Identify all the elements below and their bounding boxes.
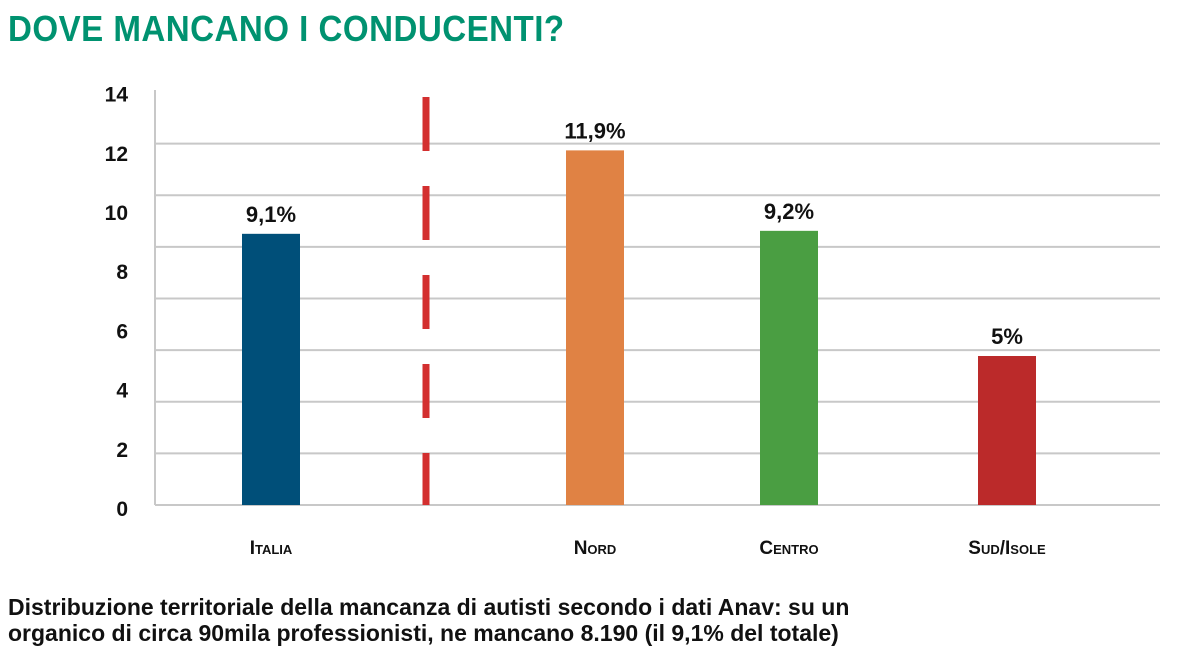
bar-centro — [760, 230, 818, 505]
category-label: Sud/Isole — [968, 538, 1046, 559]
y-tick-label: 8 — [116, 261, 128, 284]
value-label: 11,9% — [564, 118, 625, 143]
y-tick-label: 6 — [116, 320, 128, 343]
y-tick-label: 0 — [116, 498, 128, 521]
y-tick-label: 2 — [116, 439, 128, 462]
value-label: 5% — [991, 324, 1023, 349]
bar-nord — [566, 150, 624, 505]
y-tick-label: 4 — [116, 380, 128, 403]
category-label: Italia — [250, 538, 293, 559]
chart-caption: Distribuzione territoriale della mancanz… — [8, 594, 1178, 646]
bar-italia — [242, 233, 300, 505]
category-label: Nord — [574, 538, 617, 559]
value-label: 9,1% — [246, 202, 296, 227]
y-tick-label: 12 — [105, 143, 128, 166]
bar-sud-isole — [978, 356, 1036, 505]
caption-line-1: Distribuzione territoriale della mancanz… — [8, 594, 850, 620]
caption-line-2: organico di circa 90mila professionisti,… — [8, 620, 839, 646]
value-label: 9,2% — [764, 199, 814, 224]
y-tick-label: 14 — [105, 84, 129, 107]
category-label: Centro — [759, 538, 818, 559]
chart-title: DOVE MANCANO I CONDUCENTI? — [8, 8, 565, 49]
bar-chart: 0 2 4 6 8 10 12 14 9,1% Italia 11,9% Nord 9,2% Centro… — [105, 84, 1160, 559]
y-tick-label: 10 — [105, 202, 128, 225]
